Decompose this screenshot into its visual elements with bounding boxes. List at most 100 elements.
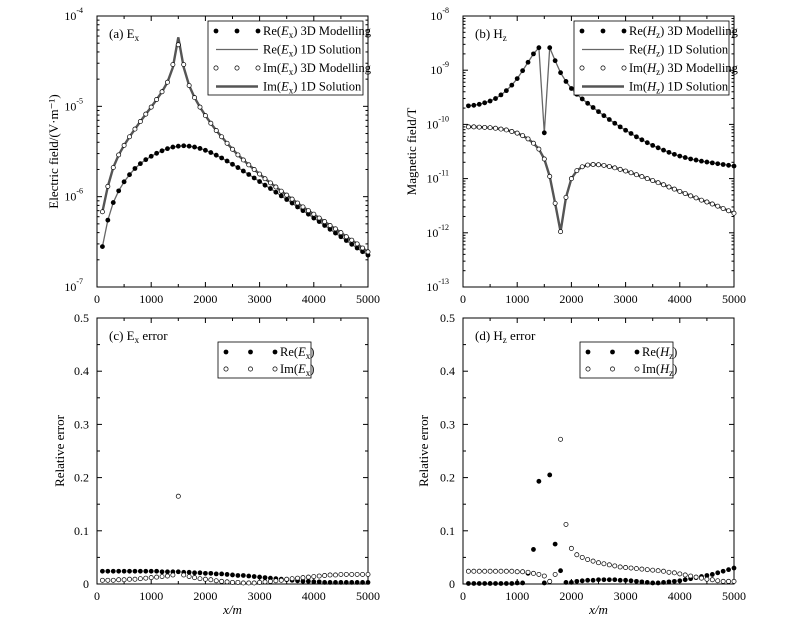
data-point-b-3	[563, 194, 569, 200]
data-point-d-0	[617, 577, 623, 583]
series-a-3	[99, 42, 371, 255]
legend-label-b: Im(Hz) 3D Modelling	[629, 61, 739, 77]
data-point-d-1	[617, 564, 623, 570]
panel-c: 0 1000 2000 3000 4000 5000 0 0.1 0.2 0.3 0.4 0.5 Rel…	[52, 311, 380, 617]
y-axis-label-b: Magnetic field/T	[404, 108, 419, 196]
data-point-b-1	[671, 151, 677, 157]
data-point-a-1	[251, 175, 257, 181]
data-point-b-3	[601, 162, 607, 168]
data-point-c-1	[197, 576, 203, 582]
data-point-b-3	[731, 210, 737, 216]
data-point-d-0	[552, 541, 558, 547]
data-point-d-0	[661, 580, 666, 585]
data-point-d-0	[623, 577, 628, 583]
data-point-d-1	[596, 560, 601, 566]
data-point-d-1	[585, 557, 591, 562]
data-point-c-0	[100, 568, 105, 574]
data-point-a-3	[197, 104, 203, 110]
data-point-a-3	[159, 89, 165, 95]
data-point-d-0	[644, 580, 650, 585]
data-point-d-1	[726, 578, 732, 584]
panel-title-b: (b) Hz	[475, 26, 507, 43]
data-point-a-1	[181, 143, 187, 149]
data-point-c-1	[354, 571, 360, 577]
y-tick-label-a: 10-7	[64, 277, 83, 294]
data-point-c-1	[246, 580, 252, 586]
legend-marker-b	[621, 65, 627, 71]
data-point-b-3	[677, 188, 683, 194]
data-point-d-1	[655, 568, 661, 574]
data-point-a-1	[116, 188, 122, 194]
panel-b: 0 1000 2000 3000 4000 5000 10-13 10-12 10-11 10-1…	[404, 6, 746, 306]
data-point-a-3	[349, 237, 355, 243]
data-point-b-3	[465, 124, 471, 130]
data-point-c-0	[197, 570, 203, 576]
series-d-0	[466, 472, 737, 586]
data-point-a-1	[100, 244, 105, 250]
data-point-c-1	[338, 571, 344, 577]
legend-label-a: Re(Ex) 1D Solution	[263, 43, 362, 59]
data-point-d-0	[709, 572, 715, 577]
legend-box-c	[217, 341, 312, 379]
data-point-d-1	[568, 545, 574, 551]
data-point-a-3	[278, 188, 284, 194]
data-point-c-1	[105, 577, 111, 583]
y-tick-label-c: 0.5	[74, 311, 89, 325]
data-point-a-1	[333, 230, 338, 236]
y-axis-label-a: Electric field/(V·m⁻¹)	[46, 94, 61, 208]
data-point-b-1	[487, 98, 493, 104]
data-point-d-1	[731, 578, 737, 584]
data-point-a-1	[143, 157, 149, 163]
data-point-b-1	[590, 105, 596, 110]
data-point-d-0	[628, 578, 634, 584]
data-point-b-3	[596, 162, 601, 168]
panel-d: 0 1000 2000 3000 4000 5000 0 0.1 0.2 0.3 0.4 0.5 Rel…	[416, 311, 746, 617]
data-point-c-1	[295, 575, 300, 581]
data-point-c-1	[235, 579, 241, 585]
x-tick-label-d: 0	[460, 589, 466, 603]
legend-label-d: Im(Hz)	[642, 362, 677, 378]
data-point-d-1	[693, 574, 699, 580]
data-point-c-0	[333, 580, 338, 585]
data-point-b-3	[623, 168, 629, 174]
data-point-c-0	[354, 580, 360, 585]
data-point-c-0	[105, 568, 111, 574]
data-point-b-3	[617, 166, 623, 172]
data-point-c-0	[137, 568, 143, 574]
x-tick-label-c: 2000	[193, 589, 217, 603]
data-point-c-1	[116, 577, 122, 583]
data-point-c-0	[360, 580, 365, 585]
x-axis-label-d: x/m	[588, 602, 608, 617]
x-tick-label-a: 1000	[139, 292, 163, 306]
data-point-a-1	[219, 155, 225, 161]
data-point-c-0	[311, 579, 317, 585]
data-point-d-0	[585, 577, 591, 583]
data-point-a-1	[273, 189, 279, 195]
x-tick-label-d: 4000	[668, 589, 692, 603]
data-point-a-1	[186, 143, 192, 149]
data-point-d-0	[590, 577, 596, 583]
data-point-b-3	[503, 127, 509, 133]
x-tick-label-c: 4000	[302, 589, 326, 603]
data-point-d-1	[552, 571, 558, 577]
x-tick-label-b: 5000	[722, 292, 746, 306]
data-point-c-0	[165, 569, 170, 575]
data-point-c-1	[175, 493, 181, 499]
y-tick-label-d: 0.5	[440, 311, 455, 325]
data-point-a-1	[246, 172, 252, 177]
y-tick-label-b: 10-11	[427, 169, 449, 186]
data-point-b-1	[471, 102, 477, 108]
data-point-a-1	[338, 234, 344, 240]
data-point-d-1	[509, 568, 515, 574]
data-point-c-0	[116, 568, 122, 574]
panel-a: 0 1000 2000 3000 4000 5000 10-7 10-6 10-5 10-4 Ele…	[46, 6, 380, 306]
data-point-b-3	[633, 172, 639, 178]
data-point-d-1	[623, 565, 629, 570]
data-point-c-1	[257, 579, 263, 585]
data-point-d-1	[688, 573, 694, 579]
data-point-c-1	[132, 576, 138, 582]
data-point-c-1	[127, 576, 132, 582]
x-tick-label-b: 2000	[559, 292, 583, 306]
data-point-d-1	[531, 570, 536, 576]
data-point-b-3	[606, 164, 612, 169]
